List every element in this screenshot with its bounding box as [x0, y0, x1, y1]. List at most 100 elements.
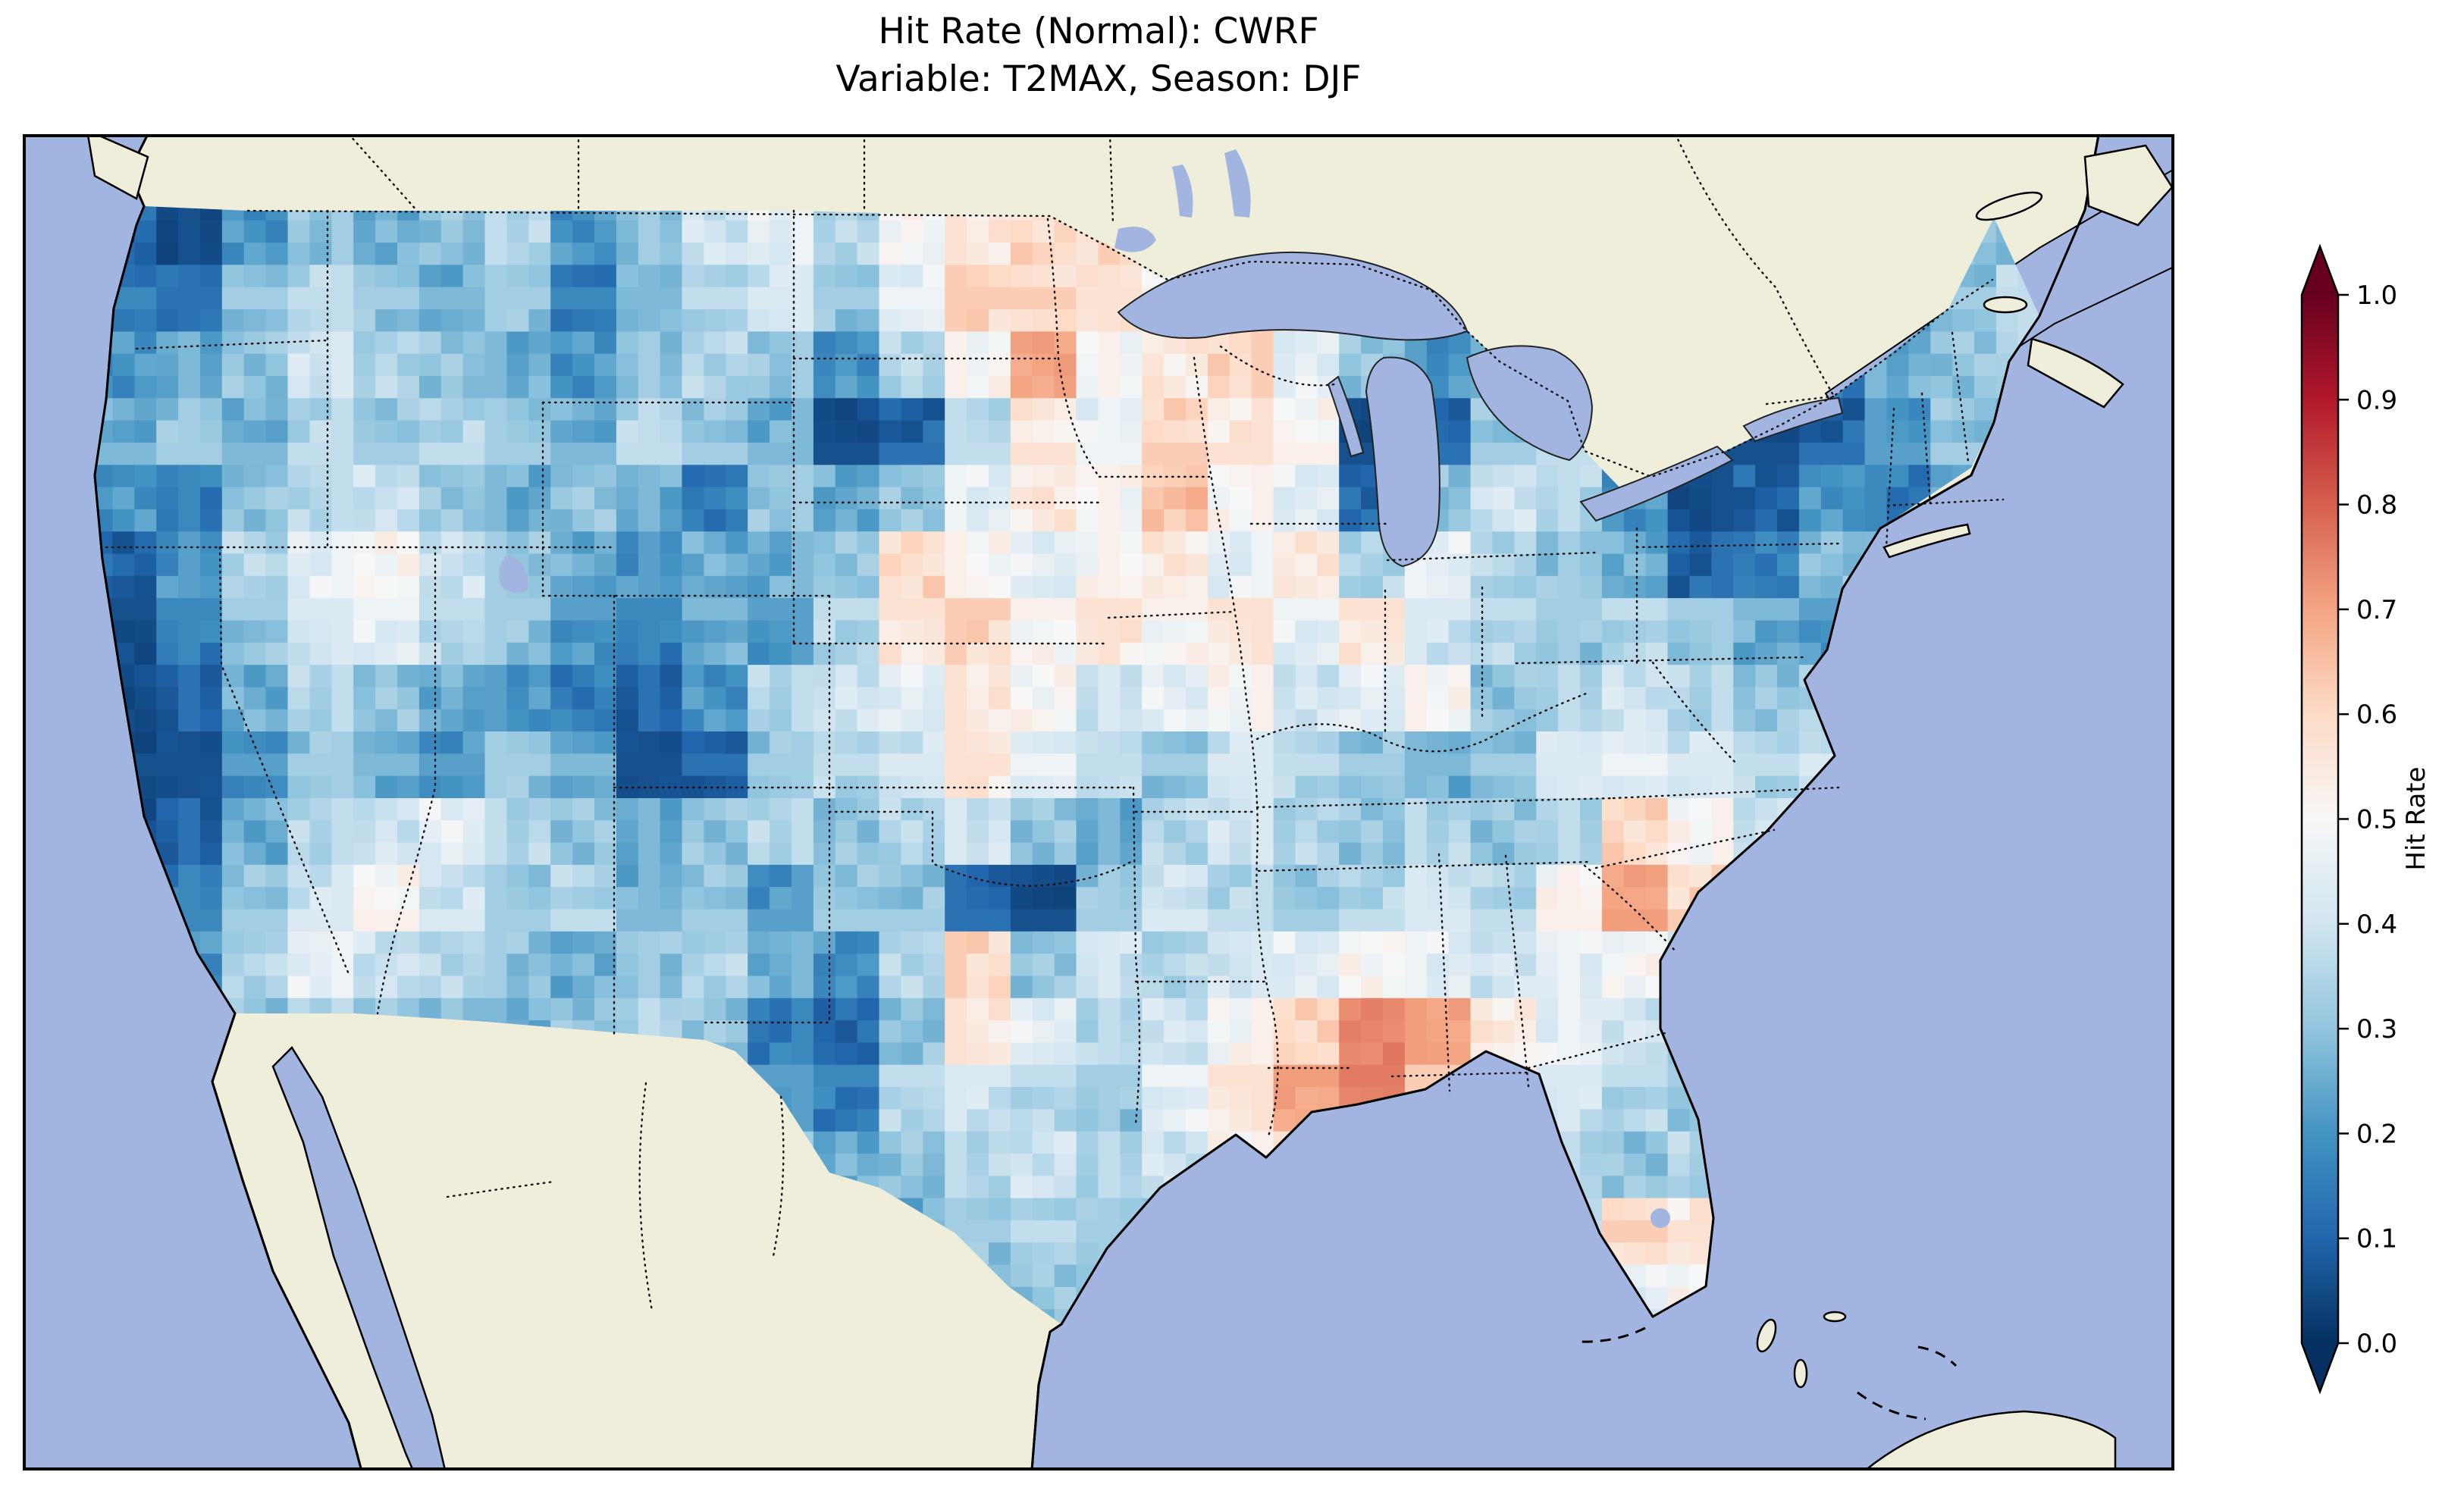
heatmap-cell	[1077, 1176, 1099, 1198]
heatmap-cell	[1514, 820, 1537, 843]
heatmap-cell	[528, 531, 551, 554]
heatmap-cell	[1033, 398, 1055, 421]
heatmap-cell	[638, 465, 661, 487]
heatmap-cell	[923, 509, 945, 532]
heatmap-cell	[112, 421, 135, 443]
heatmap-cell	[1624, 665, 1647, 687]
heatmap-cell	[1777, 576, 1800, 599]
heatmap-cell	[441, 843, 464, 866]
heatmap-cell	[1558, 1087, 1581, 1110]
heatmap-cell	[792, 309, 814, 332]
heatmap-cell	[989, 1109, 1011, 1132]
heatmap-cell	[178, 243, 201, 265]
heatmap-cell	[923, 531, 945, 554]
heatmap-cell	[1668, 1242, 1691, 1265]
heatmap-cell	[1164, 1109, 1187, 1132]
heatmap-cell	[156, 376, 179, 399]
heatmap-cell	[1493, 576, 1516, 599]
heatmap-cell	[616, 643, 639, 666]
heatmap-cell	[485, 998, 508, 1021]
heatmap-cell	[989, 932, 1011, 954]
heatmap-cell	[485, 331, 508, 354]
heatmap-cell	[331, 354, 354, 377]
heatmap-cell	[1011, 1176, 1033, 1198]
heatmap-cell	[879, 487, 902, 510]
heatmap-cell	[923, 887, 945, 910]
heatmap-cell	[945, 1198, 967, 1221]
heatmap-cell	[397, 554, 420, 577]
heatmap-cell	[1296, 865, 1318, 888]
heatmap-cell	[923, 621, 945, 644]
heatmap-cell	[375, 243, 398, 265]
heatmap-cell	[506, 776, 529, 799]
heatmap-cell	[244, 354, 267, 377]
heatmap-cell	[1843, 398, 1866, 421]
heatmap-cell	[1011, 509, 1033, 532]
heatmap-cell	[1843, 443, 1866, 465]
heatmap-cell	[222, 421, 245, 443]
heatmap-cell	[726, 998, 748, 1021]
heatmap-cell	[288, 376, 311, 399]
heatmap-cell	[792, 243, 814, 265]
heatmap-cell	[1405, 731, 1428, 754]
heatmap-cell	[1777, 643, 1800, 666]
heatmap-cell	[1383, 687, 1406, 709]
heatmap-cell	[1646, 1287, 1669, 1310]
heatmap-cell	[1274, 954, 1296, 976]
heatmap-cell	[1865, 421, 1888, 443]
heatmap-cell	[726, 665, 748, 687]
heatmap-cell	[1974, 354, 1997, 377]
heatmap-cell	[1296, 576, 1318, 599]
heatmap-cell	[112, 554, 135, 577]
heatmap-cell	[1449, 376, 1472, 399]
heatmap-cell	[397, 331, 420, 354]
heatmap-cell	[989, 265, 1011, 287]
heatmap-cell	[1011, 398, 1033, 421]
heatmap-cell	[792, 509, 814, 532]
heatmap-cell	[1799, 509, 1822, 532]
heatmap-cell	[1755, 598, 1778, 621]
heatmap-cell	[572, 998, 595, 1021]
heatmap-cell	[1164, 998, 1187, 1021]
heatmap-cell	[441, 554, 464, 577]
heatmap-cell	[1208, 621, 1230, 644]
heatmap-cell	[1690, 843, 1713, 866]
heatmap-cell	[1186, 798, 1208, 821]
heatmap-cell	[178, 376, 201, 399]
heatmap-cell	[1471, 932, 1494, 954]
heatmap-cell	[1274, 776, 1296, 799]
heatmap-cell	[266, 843, 289, 866]
heatmap-cell	[528, 221, 551, 243]
heatmap-cell	[945, 331, 967, 354]
heatmap-cell	[1339, 465, 1362, 487]
heatmap-cell	[1821, 509, 1844, 532]
heatmap-cell	[463, 932, 486, 954]
heatmap-cell	[419, 443, 442, 465]
heatmap-cell	[288, 665, 311, 687]
heatmap-cell	[288, 265, 311, 287]
heatmap-cell	[375, 798, 398, 821]
heatmap-cell	[835, 354, 858, 377]
heatmap-cell	[726, 887, 748, 910]
colorbar-gradient	[2302, 295, 2338, 1343]
heatmap-cell	[266, 820, 289, 843]
heatmap-cell	[506, 976, 529, 999]
heatmap-cell	[813, 443, 836, 465]
heatmap-cell	[1011, 1198, 1033, 1221]
heatmap-cell	[1164, 1020, 1187, 1043]
heatmap-cell	[506, 331, 529, 354]
heatmap-cell	[1011, 1154, 1033, 1176]
heatmap-cell	[1186, 643, 1208, 666]
heatmap-cell	[1471, 709, 1494, 732]
heatmap-cell	[506, 443, 529, 465]
heatmap-cell	[923, 1109, 945, 1132]
heatmap-cell	[463, 576, 486, 599]
heatmap-cell	[1624, 843, 1647, 866]
heatmap-cell	[178, 309, 201, 332]
heatmap-cell	[945, 910, 967, 932]
heatmap-cell	[1252, 820, 1274, 843]
heatmap-cell	[288, 753, 311, 776]
heatmap-cell	[309, 509, 332, 532]
heatmap-cell	[353, 621, 376, 644]
heatmap-cell	[1296, 376, 1318, 399]
